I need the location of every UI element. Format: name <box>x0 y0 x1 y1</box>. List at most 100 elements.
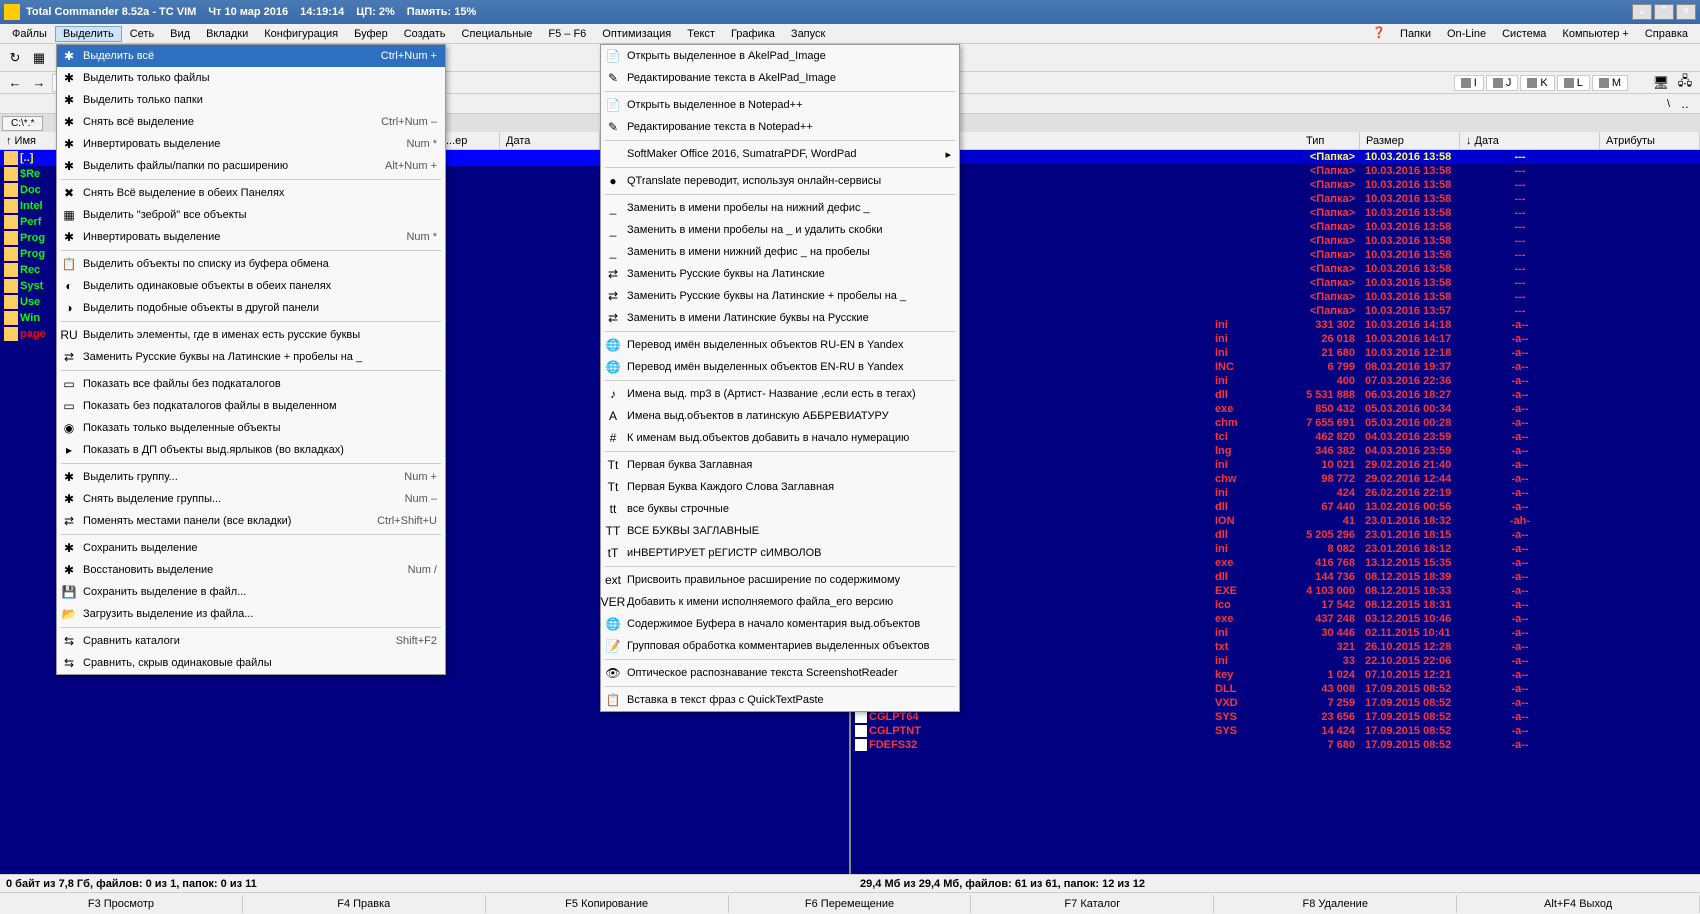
file-row[interactable]: Passwordtxt32126.10.2015 12:28-a-- <box>851 640 1700 654</box>
file-row[interactable]: wcx_ftpini3322.10.2015 22:06-a-- <box>851 654 1700 668</box>
col-size[interactable]: Размер <box>1360 132 1460 149</box>
file-row[interactable]: ini8 08223.01.2016 18:12-a-- <box>851 542 1700 556</box>
menu-item[interactable]: _Заменить в имени пробелы на _ и удалить… <box>601 219 959 241</box>
col-type[interactable]: Тип <box>1300 132 1360 149</box>
file-row[interactable]: <Папка>10.03.2016 13:58--- <box>851 150 1700 164</box>
tool-refresh[interactable]: ↻ <box>4 47 26 69</box>
menu-item[interactable]: ◑Выделить подобные объекты в другой пане… <box>57 297 445 319</box>
menu-Вкладки[interactable]: Вкладки <box>198 26 256 42</box>
file-row[interactable]: <Папка>10.03.2016 13:58--- <box>851 248 1700 262</box>
menu-Буфер[interactable]: Буфер <box>346 26 396 42</box>
menu-item[interactable]: TtПервая Буква Каждого Слова Заглавная <box>601 476 959 498</box>
menu-item[interactable]: ▭Показать без подкаталогов файлы в выдел… <box>57 395 445 417</box>
file-row[interactable]: exe850 43205.03.2016 00:34-a-- <box>851 402 1700 416</box>
menu-item[interactable]: TtПервая буква Заглавная <box>601 454 959 476</box>
file-row[interactable]: exe416 76813.12.2015 15:35-a-- <box>851 556 1700 570</box>
menu-item[interactable]: TTВСЕ БУКВЫ ЗАГЛАВНЫЕ <box>601 520 959 542</box>
fkey[interactable]: F3 Просмотр <box>0 895 243 913</box>
menu-item[interactable]: 📝Групповая обработка комментариев выделе… <box>601 635 959 657</box>
menu-item[interactable]: ⇄Заменить в имени Латинские буквы на Рус… <box>601 307 959 329</box>
close-button[interactable]: × <box>1676 4 1696 20</box>
menu-item[interactable]: ⇆Сравнить, скрыв одинаковые файлы <box>57 652 445 674</box>
file-row[interactable]: INC6 79908.03.2016 19:37-a-- <box>851 360 1700 374</box>
menu-F5 – F6[interactable]: F5 – F6 <box>540 26 594 42</box>
maximize-button[interactable]: ⌃ <box>1654 4 1674 20</box>
file-row[interactable]: ini42426.02.2016 22:19-a-- <box>851 486 1700 500</box>
menu-item[interactable]: 💾Сохранить выделение в файл... <box>57 581 445 603</box>
menu-Сеть[interactable]: Сеть <box>122 26 162 42</box>
col-attr[interactable]: Атрибуты <box>1600 132 1700 149</box>
menu-Файлы[interactable]: Файлы <box>4 26 55 42</box>
menu-item[interactable]: ✎Редактирование текста в Notepad++ <box>601 116 959 138</box>
file-row[interactable]: ShellDetailsini30 44602.11.2015 10:41-a-… <box>851 626 1700 640</box>
file-row[interactable]: <Папка>10.03.2016 13:58--- <box>851 164 1700 178</box>
menu-item[interactable]: 📂Загрузить выделение из файла... <box>57 603 445 625</box>
menu-item[interactable]: ✱Восстановить выделениеNum / <box>57 559 445 581</box>
menu-Оптимизация[interactable]: Оптимизация <box>594 26 679 42</box>
menu-item[interactable]: ⇄Заменить Русские буквы на Латинские + п… <box>601 285 959 307</box>
menu-item[interactable]: SoftMaker Office 2016, SumatraPDF, WordP… <box>601 143 959 165</box>
tool-btn[interactable]: ▦ <box>28 47 50 69</box>
up-button[interactable]: .. <box>1674 93 1696 115</box>
file-row[interactable]: MENUIMGexe437 24803.12.2015 10:46-a-- <box>851 612 1700 626</box>
menu-Создать[interactable]: Создать <box>396 26 454 42</box>
menu-item[interactable]: 📋Вставка в текст фраз с QuickTextPaste <box>601 689 959 711</box>
file-row[interactable]: <Папка>10.03.2016 13:58--- <box>851 206 1700 220</box>
menu-item[interactable]: ✱Выделить группу...Num + <box>57 466 445 488</box>
menu-Конфигурация[interactable]: Конфигурация <box>256 26 346 42</box>
menu-item[interactable]: RUВыделить элементы, где в именах есть р… <box>57 324 445 346</box>
menu-item[interactable]: ✱Инвертировать выделениеNum * <box>57 226 445 248</box>
menu-Выделить[interactable]: Выделить <box>55 26 122 42</box>
file-row[interactable]: ico17 54208.12.2015 18:31-a-- <box>851 598 1700 612</box>
file-row[interactable]: ION4123.01.2016 18:32-ah- <box>851 514 1700 528</box>
drive-I[interactable]: I <box>1454 75 1484 91</box>
file-row[interactable]: dll144 73608.12.2015 18:39-a-- <box>851 570 1700 584</box>
fkey[interactable]: F7 Каталог <box>971 895 1214 913</box>
menu-Графика[interactable]: Графика <box>723 26 783 42</box>
file-row[interactable]: <Папка>10.03.2016 13:58--- <box>851 234 1700 248</box>
file-row[interactable]: <Папка>10.03.2016 13:58--- <box>851 262 1700 276</box>
menu-item[interactable]: ttвсе буквы строчные <box>601 498 959 520</box>
menu-item[interactable]: ✱Выделить файлы/папки по расширениюAlt+N… <box>57 155 445 177</box>
menu-item[interactable]: #К именам выд.объектов добавить в начало… <box>601 427 959 449</box>
menu-item[interactable]: ✱Выделить всёCtrl+Num + <box>57 45 445 67</box>
menu-item[interactable]: 📄Открыть выделенное в AkelPad_Image <box>601 45 959 67</box>
menu-Компьютер +[interactable]: Компьютер + <box>1554 26 1636 42</box>
file-row[interactable]: chw98 77229.02.2016 12:44-a-- <box>851 472 1700 486</box>
menu-item[interactable]: ▭Показать все файлы без подкаталогов <box>57 373 445 395</box>
menu-item[interactable]: ▸Показать в ДП объекты выд.ярлыков (во в… <box>57 439 445 461</box>
menu-item[interactable]: 🌐Перевод имён выделенных объектов RU-EN … <box>601 334 959 356</box>
file-row[interactable]: <Папка>10.03.2016 13:58--- <box>851 276 1700 290</box>
file-row[interactable]: FDEFS327 68017.09.2015 08:52-a-- <box>851 738 1700 752</box>
minimize-button[interactable]: ⌄ <box>1632 4 1652 20</box>
file-row[interactable]: EXE4 103 00008.12.2015 18:33-a-- <box>851 584 1700 598</box>
menu-item[interactable]: 🌐Перевод имён выделенных объектов EN-RU … <box>601 356 959 378</box>
file-row[interactable]: ini40007.03.2016 22:36-a-- <box>851 374 1700 388</box>
file-row[interactable]: ini26 01810.03.2016 14:17-a-- <box>851 332 1700 346</box>
menu-item[interactable]: extПрисвоить правильное расширение по со… <box>601 569 959 591</box>
menu-item[interactable]: _Заменить в имени пробелы на нижний дефи… <box>601 197 959 219</box>
file-row[interactable]: CGLPT64SYS23 65617.09.2015 08:52-a-- <box>851 710 1700 724</box>
file-row[interactable]: CGLPTNTSYS14 42417.09.2015 08:52-a-- <box>851 724 1700 738</box>
file-row[interactable]: <Папка>10.03.2016 13:58--- <box>851 192 1700 206</box>
drive-K[interactable]: K <box>1520 75 1554 91</box>
menu-item[interactable]: ✱Выделить только файлы <box>57 67 445 89</box>
menu-item[interactable]: ✖Снять Всё выделение в обеих Панелях <box>57 182 445 204</box>
menu-item[interactable]: VERДобавить к имени исполняемого файла_е… <box>601 591 959 613</box>
menu-Папки[interactable]: Папки <box>1392 26 1439 42</box>
file-row[interactable]: dll5 531 88806.03.2016 18:27-a-- <box>851 388 1700 402</box>
menu-item[interactable]: _Заменить в имени нижний дефис _ на проб… <box>601 241 959 263</box>
drive-J[interactable]: J <box>1486 75 1519 91</box>
col-date-r[interactable]: ↓ Дата <box>1460 132 1600 149</box>
menu-item[interactable]: tTиНВЕРТИРУЕТ рЕГИСТР сИМВОЛОВ <box>601 542 959 564</box>
col-date[interactable]: Дата <box>500 132 600 149</box>
file-row[interactable]: <Папка>10.03.2016 13:57--- <box>851 304 1700 318</box>
menu-Вид[interactable]: Вид <box>162 26 198 42</box>
file-row[interactable]: lng346 38204.03.2016 23:59-a-- <box>851 444 1700 458</box>
menu-item[interactable]: ✱Снять всё выделениеCtrl+Num – <box>57 111 445 133</box>
nav-fwd[interactable]: → <box>28 72 50 94</box>
tab-left[interactable]: C:\*.* <box>2 116 43 131</box>
menu-item[interactable]: 📄Открыть выделенное в Notepad++ <box>601 94 959 116</box>
file-row[interactable]: ini10 02129.02.2016 21:40-a-- <box>851 458 1700 472</box>
menu-Справка[interactable]: Справка <box>1637 26 1696 42</box>
